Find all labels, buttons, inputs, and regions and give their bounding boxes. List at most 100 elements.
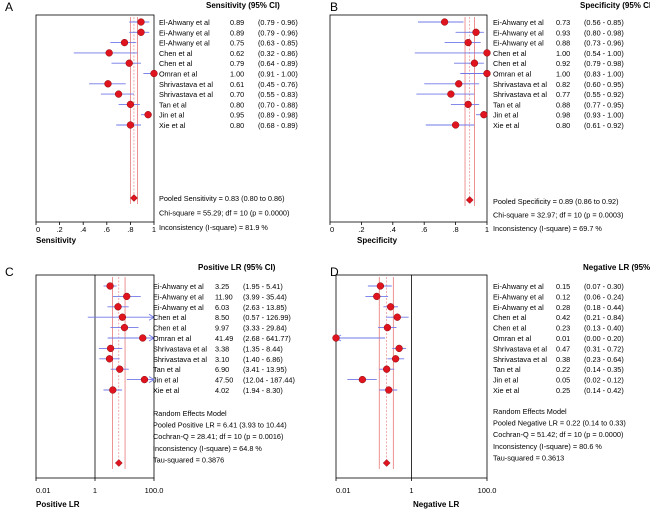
- study-row: Omran et al 41.49 (2.68 - 641.77): [107, 334, 291, 343]
- study-estimate: 0.12: [556, 292, 570, 301]
- study-row: Ei-Ahwany et al 0.15 (0.07 - 0.30): [367, 282, 624, 291]
- study-row: Ei-Ahwany et al 0.12 (0.06 - 0.24): [365, 292, 624, 301]
- study-row: Shrivastava et al 0.47 (0.31 - 0.72): [392, 344, 624, 353]
- study-estimate: 0.62: [230, 49, 244, 58]
- point-estimate-marker: [123, 292, 131, 301]
- study-name: Omran et al: [153, 334, 191, 343]
- study-estimate: 0.05: [556, 376, 570, 385]
- point-estimate-marker: [105, 49, 113, 57]
- point-estimate-marker: [464, 100, 472, 109]
- study-row: Omran et al 0.01 (0.00 - 0.20): [332, 334, 624, 343]
- study-estimate: 0.75: [230, 39, 244, 48]
- study-name: Chen et al: [159, 49, 193, 58]
- x-tick-label: .6: [421, 225, 427, 234]
- study-estimate: 0.98: [556, 111, 570, 120]
- study-row: Ei-Ahwany et al 0.89 (0.79 - 0.96): [129, 28, 298, 37]
- summary-line: Pooled Sensitivity = 0.83 (0.80 to 0.86): [159, 194, 285, 203]
- point-estimate-marker: [126, 100, 135, 109]
- study-name: Tan et al: [153, 365, 181, 374]
- point-estimate-marker: [126, 121, 135, 129]
- study-ci: (0.57 - 126.99): [243, 313, 291, 322]
- study-row: Chen et al 0.92 (0.79 - 0.98): [454, 59, 624, 68]
- study-name: Shrivastava et al: [493, 80, 547, 89]
- panel-letter: C: [5, 265, 14, 279]
- study-ci: (0.70 - 0.88): [258, 100, 298, 109]
- x-tick-label: .2: [56, 225, 62, 234]
- study-ci: (2.63 - 13.85): [243, 303, 287, 312]
- study-ci: (3.99 - 35.44): [243, 292, 287, 301]
- study-row: Xie et al 0.80 (0.68 - 0.89): [116, 121, 298, 130]
- study-name: Xie et al: [493, 121, 520, 130]
- study-row: Xie et al 0.25 (0.14 - 0.42): [379, 386, 624, 395]
- summary-line: Pooled Negative LR = 0.22 (0.14 to 0.33): [493, 419, 626, 428]
- study-row: Chen et al 0.79 (0.64 - 0.89): [111, 59, 298, 68]
- study-ci: (0.06 - 0.24): [584, 292, 624, 301]
- study-ci: (1.35 - 8.44): [243, 344, 283, 353]
- study-name: Chen et al: [493, 49, 527, 58]
- study-row: Ei-Ahwany et al 6.03 (2.63 - 13.85): [107, 303, 287, 312]
- pooled-diamond: [114, 459, 123, 467]
- study-estimate: 1.00: [556, 70, 570, 79]
- study-name: Xie et al: [159, 121, 186, 130]
- study-name: El-Ahwany et al: [159, 18, 210, 27]
- study-row: Xie et al 0.80 (0.61 - 0.92): [425, 121, 624, 130]
- study-name: El-Ahwany et al: [159, 39, 210, 48]
- study-name: Ei-Ahwany et al: [493, 39, 544, 48]
- study-estimate: 47.50: [215, 376, 233, 385]
- point-estimate-marker: [137, 18, 145, 26]
- study-ci: (0.14 - 0.42): [584, 386, 624, 395]
- study-ci: (0.64 - 0.89): [258, 59, 298, 68]
- study-row: Shrivastava et al 0.82 (0.60 - 0.95): [424, 80, 624, 89]
- summary-line: Tau-squared = 0.3876: [153, 455, 224, 464]
- study-row: Ei-Ahwany et al 3.25 (1.95 - 5.41): [103, 282, 283, 291]
- study-name: Chen et al: [159, 59, 193, 68]
- study-ci: (0.79 - 0.96): [258, 28, 298, 37]
- ci-arrow-right: [148, 334, 155, 342]
- study-row: Tan et al 6.90 (3.41 - 13.95): [110, 365, 287, 374]
- study-name: Chen et al: [153, 313, 187, 322]
- study-estimate: 0.92: [556, 59, 570, 68]
- point-estimate-marker: [470, 59, 479, 67]
- point-estimate-marker: [144, 111, 152, 119]
- study-estimate: 4.02: [215, 386, 229, 395]
- point-estimate-marker: [105, 355, 114, 363]
- study-estimate: 0.88: [556, 100, 570, 109]
- point-estimate-marker: [483, 69, 491, 78]
- point-estimate-marker: [139, 334, 147, 342]
- study-name: Ei-Ahwany et al: [493, 282, 544, 291]
- study-name: Ei-Ahwany et al: [159, 28, 210, 37]
- x-tick-label: .8: [127, 225, 133, 234]
- point-estimate-marker: [483, 49, 491, 57]
- study-name: Ei-Ahwany et al: [493, 292, 544, 301]
- point-estimate-marker: [440, 18, 449, 26]
- study-ci: (0.93 - 1.00): [584, 111, 624, 120]
- point-estimate-marker: [391, 355, 400, 363]
- study-row: Ei-Ahwany et al 0.73 (0.56 - 0.85): [417, 18, 624, 27]
- x-tick-label: 0: [36, 225, 40, 234]
- study-ci: (0.55 - 0.83): [258, 90, 298, 99]
- study-name: Shrivastava et al: [159, 90, 213, 99]
- summary-line: Cochran-Q = 28.41; df = 10 (p = 0.0016): [153, 432, 283, 441]
- point-estimate-marker: [383, 323, 392, 332]
- panel-title: Negative LR (95% CI): [583, 263, 650, 272]
- study-row: Chen et al 8.50 (0.57 - 126.99): [87, 313, 291, 322]
- point-estimate-marker: [114, 90, 123, 98]
- study-ci: (0.77 - 0.95): [584, 100, 624, 109]
- point-estimate-marker: [109, 386, 117, 394]
- study-row: Tan et al 0.22 (0.14 - 0.35): [379, 365, 624, 374]
- study-ci: (0.61 - 0.92): [584, 121, 624, 130]
- study-ci: (0.63 - 0.85): [258, 39, 298, 48]
- x-tick-label: .4: [80, 225, 86, 234]
- study-ci: (1.95 - 5.41): [243, 282, 283, 291]
- summary-line: Pooled Positive LR = 6.41 (3.93 to 10.44…: [153, 421, 287, 430]
- study-ci: (0.83 - 1.00): [584, 70, 624, 79]
- study-estimate: 41.49: [215, 334, 233, 343]
- panel-title: Specificity (95% CI): [580, 1, 650, 10]
- study-ci: (0.80 - 0.98): [584, 28, 624, 37]
- summary-line: Inconsistency (I-square) = 81.9 %: [159, 223, 268, 232]
- study-ci: (0.21 - 0.84): [584, 313, 624, 322]
- study-ci: (3.41 - 13.95): [243, 365, 287, 374]
- study-name: Ei-Ahwany et al: [493, 18, 544, 27]
- study-estimate: 0.25: [556, 386, 570, 395]
- study-estimate: 0.23: [556, 324, 570, 333]
